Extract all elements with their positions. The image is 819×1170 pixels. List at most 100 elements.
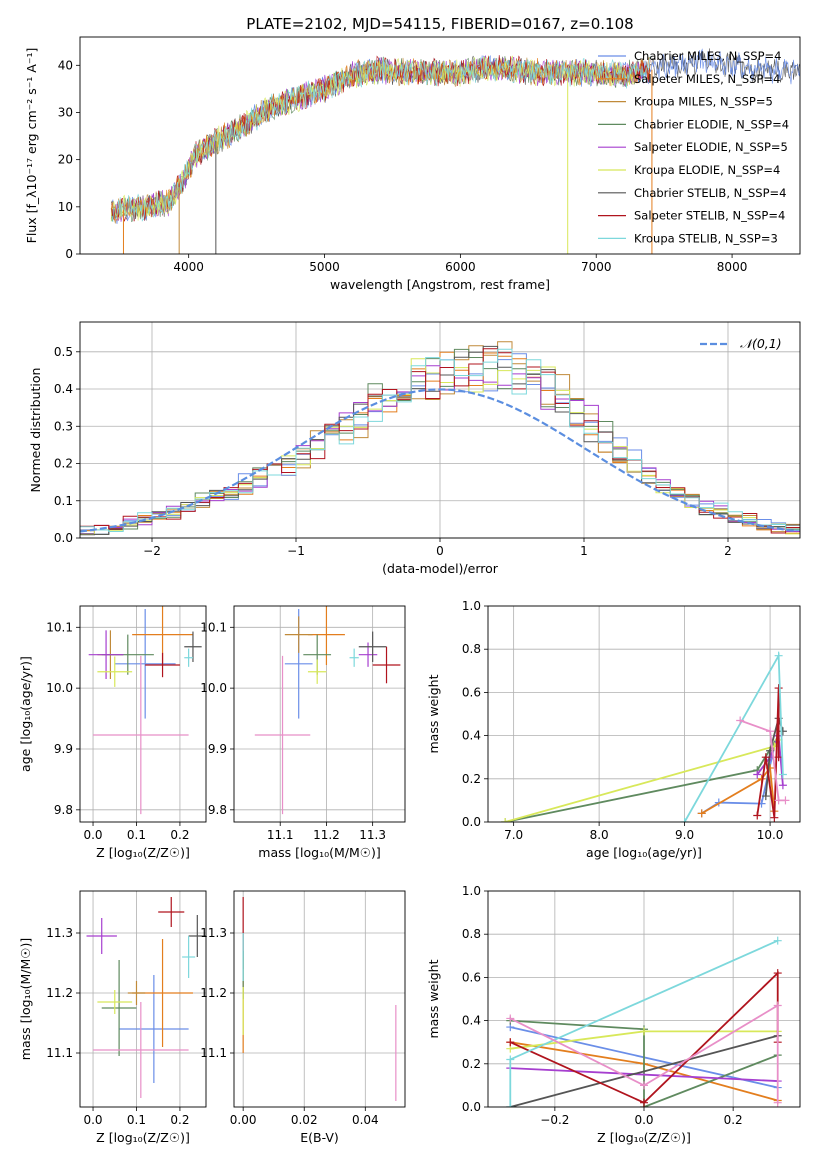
x-tick-label: 11.2 xyxy=(313,828,340,842)
y-tick-label: 0.6 xyxy=(462,970,481,984)
x-tick-label: 2 xyxy=(724,544,732,558)
series-marker xyxy=(774,753,783,762)
y-tick-label: 0.4 xyxy=(462,729,481,743)
y-tick-label: 0.0 xyxy=(462,1100,481,1114)
legend-label: Kroupa STELIB, N_SSP=3 xyxy=(634,231,778,245)
legend-label: 𝒩(0,1) xyxy=(740,336,782,351)
series-pink xyxy=(736,716,790,805)
series-marker xyxy=(773,1001,782,1010)
series-marker xyxy=(778,727,787,736)
panel-5: 7.0 8.0 9.0 10.0 0.0 0.2 0.4 0.6 0.8 1.0 age [log₁… xyxy=(426,599,801,860)
x-tick-label: 8.0 xyxy=(590,828,609,842)
hist-salpeter-stelib xyxy=(80,348,800,534)
errorbar-salpeter-elodie xyxy=(86,918,117,954)
series-marker xyxy=(697,809,706,818)
errorbar-salpeter-elodie xyxy=(88,630,124,680)
errorbar-salpeter-stelib xyxy=(145,652,180,678)
y-tick-label: 9.8 xyxy=(54,803,73,817)
errorbar-pink xyxy=(93,1002,189,1098)
axes-frame xyxy=(79,890,207,1108)
errorbar-chabrier-miles xyxy=(114,609,176,719)
series-line xyxy=(504,739,780,822)
normal-curve xyxy=(80,388,798,533)
x-axis-label: wavelength [Angstrom, rest frame] xyxy=(330,277,550,292)
plot-area xyxy=(242,897,397,1101)
errorbar-kroupa-elodie xyxy=(307,659,327,684)
x-tick-label: −2 xyxy=(143,544,161,558)
x-axis-label: age [log₁₀(age/yr)] xyxy=(586,845,702,860)
y-tick-label: 0.0 xyxy=(462,815,481,829)
legend-label: Salpeter ELODIE, N_SSP=5 xyxy=(634,140,788,154)
y-tick-label: 10.0 xyxy=(46,681,73,695)
y-tick-label: 0.8 xyxy=(462,642,481,656)
legend-label: Chabrier ELODIE, N_SSP=4 xyxy=(634,117,789,131)
legend-label: Chabrier STELIB, N_SSP=4 xyxy=(634,186,786,200)
y-tick-label: 0.2 xyxy=(462,772,481,786)
y-tick-label: 1.0 xyxy=(462,884,481,898)
legend-label: Salpeter MILES, N_SSP=4 xyxy=(634,72,780,86)
axes-frame xyxy=(79,321,801,539)
x-tick-label: 0.1 xyxy=(127,1113,146,1127)
series-marker xyxy=(640,1027,648,1036)
y-tick-label: 10.0 xyxy=(200,681,227,695)
y-tick-label: 11.3 xyxy=(46,926,73,940)
series-line xyxy=(701,765,776,815)
series-marker xyxy=(753,811,762,820)
series-line xyxy=(510,1034,778,1107)
series-marker xyxy=(766,727,775,736)
plot-area xyxy=(86,897,206,1098)
y-tick-label: 0.4 xyxy=(462,1014,481,1028)
x-tick-label: 1 xyxy=(580,544,588,558)
y-axis-label: mass weight xyxy=(426,959,441,1038)
y-tick-label: 0.4 xyxy=(54,382,73,396)
errorbar-chabrier-elodie xyxy=(101,960,137,1056)
x-tick-label: 0.0 xyxy=(634,1113,653,1127)
errorbar-chabrier-stelib xyxy=(188,915,206,957)
series-marker xyxy=(761,792,770,801)
series-marker xyxy=(501,818,510,822)
errorbar-kroupa-stelib xyxy=(349,648,359,667)
x-tick-label: 0.0 xyxy=(83,828,102,842)
x-tick-label: −0.2 xyxy=(540,1113,569,1127)
errorbar-kroupa-elodie xyxy=(97,990,133,1014)
y-tick-label: 10 xyxy=(58,200,73,214)
series-marker xyxy=(774,651,783,660)
x-tick-label: 0.2 xyxy=(170,828,189,842)
x-tick-label: 10.0 xyxy=(757,828,784,842)
panel-2: −2 −1 0 1 2 0.0 0.1 0.2 0.3 0.4 0.5 (data-model)/er… xyxy=(28,321,801,576)
y-axis-label: Flux [f_λ10⁻¹⁷ erg cm⁻² s⁻¹ A⁻¹] xyxy=(24,48,39,244)
y-tick-label: 0 xyxy=(65,247,73,261)
x-tick-label: −1 xyxy=(287,544,305,558)
y-tick-label: 10.1 xyxy=(200,620,227,634)
series-marker xyxy=(736,716,745,725)
plot-area xyxy=(110,48,800,254)
series-marker xyxy=(506,1014,515,1023)
x-tick-label: 7.0 xyxy=(504,828,523,842)
x-tick-label: 0 xyxy=(436,544,444,558)
x-axis-label: Z [log₁₀(Z/Z☉)] xyxy=(96,845,190,860)
y-tick-label: 40 xyxy=(58,58,73,72)
x-tick-label: 8000 xyxy=(717,260,748,274)
y-tick-label: 0.5 xyxy=(54,345,73,359)
series-marker xyxy=(774,796,783,805)
axes-frame xyxy=(233,890,406,1108)
x-axis-label: (data-model)/error xyxy=(382,561,499,576)
spectrum-kroupa-stelib xyxy=(111,56,651,223)
y-tick-label: 0.1 xyxy=(54,494,73,508)
x-axis-label: Z [log₁₀(Z/Z☉)] xyxy=(597,1130,691,1145)
series-line xyxy=(509,1003,779,1103)
errorbar-kroupa-stelib xyxy=(184,648,193,667)
series-pink xyxy=(506,1001,782,1107)
axes-frame xyxy=(487,890,801,1108)
x-tick-label: 0.00 xyxy=(230,1113,257,1127)
x-tick-label: 0.2 xyxy=(724,1113,743,1127)
y-tick-label: 11.2 xyxy=(46,986,73,1000)
y-tick-label: 11.1 xyxy=(200,1046,227,1060)
x-axis-label: E(B-V) xyxy=(300,1130,339,1145)
errorbar-salpeter-stelib xyxy=(158,897,185,927)
errorbar-salpeter-elodie xyxy=(358,642,378,667)
y-tick-label: 0.8 xyxy=(462,927,481,941)
y-tick-label: 0.0 xyxy=(54,531,73,545)
y-tick-label: 11.3 xyxy=(200,926,227,940)
